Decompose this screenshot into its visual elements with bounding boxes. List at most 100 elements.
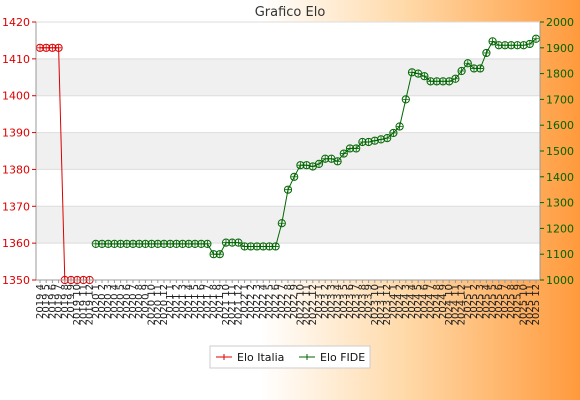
data-point-cross (154, 240, 161, 247)
grid-band (36, 206, 540, 244)
data-point (401, 95, 410, 104)
series-layer (35, 34, 541, 285)
x-tick-label: 2024 2 (395, 284, 406, 319)
y-right-tick-label: 1600 (546, 119, 574, 132)
data-point-cross (130, 240, 136, 247)
data-point (290, 172, 299, 181)
data-point-cross (92, 240, 99, 247)
x-tick-label: 2021 7 (202, 284, 213, 319)
data-point (203, 239, 212, 248)
x-tick-label: 2023 3 (326, 284, 337, 319)
x-tick-label: 2025 11 (525, 284, 536, 325)
data-point (407, 68, 417, 77)
y-right-tick-label: 1300 (546, 197, 574, 210)
x-tick-label: 2022 1 (240, 284, 251, 319)
data-point-cross (452, 75, 459, 82)
data-point-cross (353, 145, 360, 152)
x-tick-label: 2019 6 (47, 284, 58, 319)
x-tick-label: 2019 7 (54, 284, 65, 319)
x-tick-label: 2021 4 (184, 284, 195, 319)
x-tick-label: 2025 2 (469, 284, 480, 319)
data-point-cross (316, 160, 322, 167)
x-tick-label: 2024 7 (426, 284, 437, 319)
x-tick-label: 2020 6 (122, 284, 133, 319)
data-point (376, 135, 386, 144)
y-right-axis: 1000 1100 1200 1300 1400 1500 1600 1700 1800 1900… (540, 16, 574, 287)
data-point-cross (210, 251, 217, 258)
data-point-cross (322, 155, 329, 162)
x-tick-label: 2022 6 (271, 284, 282, 319)
x-tick-label: 2024 12 (457, 284, 468, 325)
x-tick-label: 2023 11 (376, 284, 387, 325)
legend-label: Elo FIDE (320, 351, 365, 364)
y-left-tick-label: 1350 (2, 274, 30, 287)
data-point-cross (223, 239, 229, 246)
chart-title: Grafico Elo (255, 5, 326, 20)
data-point (488, 37, 497, 46)
data-point (352, 144, 361, 153)
y-left-tick-label: 1380 (2, 163, 30, 176)
x-tick-label: 2024 1 (388, 284, 399, 319)
x-tick-label: 2023 5 (339, 284, 350, 319)
x-tick-label: 2020 1 (91, 284, 102, 319)
data-point-cross (471, 65, 477, 72)
data-point (370, 136, 379, 145)
data-point (215, 250, 224, 259)
x-tick-label: 2022 10 (295, 284, 306, 325)
x-tick-label: 2019 10 (72, 284, 83, 325)
x-tick-label: 2020 5 (116, 284, 127, 319)
x-tick-label: 2019 9 (66, 284, 77, 319)
x-tick-label: 2022 5 (264, 284, 275, 319)
data-point-cross (297, 162, 304, 169)
x-tick-label: 2025 5 (488, 284, 499, 319)
data-point-cross (328, 155, 335, 162)
x-tick-label: 2021 12 (233, 284, 244, 325)
x-tick-label: 2020 10 (147, 284, 158, 325)
data-point-cross (179, 240, 186, 247)
data-point-cross (198, 240, 205, 247)
data-point-cross (359, 138, 366, 145)
x-tick-label: 2021 5 (190, 284, 201, 319)
data-point-cross (514, 42, 521, 49)
data-point (525, 39, 534, 49)
y-left-tick-label: 1390 (2, 127, 30, 140)
y-left-tick-label: 1400 (2, 90, 30, 103)
data-point-cross (229, 239, 236, 246)
data-point (463, 59, 472, 68)
x-tick-label: 2021 8 (209, 284, 220, 319)
x-tick-label: 2023 7 (351, 284, 362, 319)
y-right-tick-label: 1200 (546, 222, 574, 235)
x-tick-label: 2022 2 (246, 284, 257, 319)
x-tick-label: 2023 1 (314, 284, 325, 319)
y-left-tick-label: 1360 (2, 237, 30, 250)
x-tick-label: 2022 4 (258, 284, 269, 319)
data-point-cross (396, 123, 403, 130)
x-tick-label: 2022 7 (277, 284, 288, 319)
data-point-cross (105, 240, 112, 247)
grid-band (36, 132, 540, 170)
data-point-cross (495, 42, 502, 49)
data-point-cross (266, 243, 273, 250)
data-point-cross (489, 38, 496, 45)
data-point (271, 242, 280, 251)
data-point (519, 41, 528, 50)
data-point-cross (483, 49, 490, 56)
data-point-cross (433, 78, 440, 85)
x-tick-label: 2023 8 (357, 284, 368, 319)
x-tick-label: 2025 6 (494, 284, 505, 319)
x-tick-label: 2020 11 (153, 284, 164, 325)
x-tick-label: 2024 11 (450, 284, 461, 325)
x-tick-label: 2025 10 (519, 284, 530, 325)
x-tick-label: 2021 1 (165, 284, 176, 319)
data-point-cross (99, 240, 105, 247)
data-point-cross (409, 69, 415, 76)
data-point-cross (526, 40, 533, 47)
data-point (457, 66, 466, 76)
x-tick-label: 2020 12 (159, 284, 170, 325)
data-point-cross (260, 243, 267, 250)
x-tick-label: 2024 9 (438, 284, 449, 319)
data-point (364, 137, 373, 147)
x-tick-label: 2023 2 (320, 284, 331, 319)
